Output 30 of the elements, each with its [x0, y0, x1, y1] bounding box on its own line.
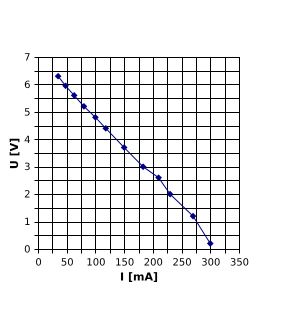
- y-tick-label: 7: [24, 52, 30, 64]
- point: [54, 72, 62, 80]
- x-tick-label: 50: [60, 258, 74, 268]
- y-tick-label: 5: [24, 107, 30, 118]
- x-tick-label: 100: [86, 258, 106, 268]
- point: [140, 163, 146, 170]
- y-tick-label: 0: [24, 244, 30, 256]
- point: [190, 212, 196, 220]
- x-tick-label: 250: [172, 258, 192, 268]
- x-tick-label: 300: [201, 258, 220, 268]
- x-tick-label: 200: [144, 258, 163, 268]
- x-axis-title: I [mA]: [120, 270, 158, 284]
- point: [92, 114, 99, 121]
- point: [102, 124, 110, 132]
- point: [120, 144, 128, 151]
- point: [80, 103, 88, 110]
- y-tick-label: 3: [24, 162, 30, 174]
- point: [155, 174, 162, 182]
- point: [206, 240, 214, 247]
- x-tick-label: 0: [35, 258, 42, 268]
- y-tick-label: 6: [24, 80, 30, 91]
- point: [166, 190, 174, 198]
- x-tick-label: 150: [115, 258, 134, 268]
- y-tick-label: 1: [24, 217, 30, 228]
- y-axis-title: U [V]: [8, 138, 22, 170]
- point: [70, 92, 78, 99]
- y-tick-label: 2: [24, 190, 30, 201]
- y-tick-label: 4: [24, 134, 30, 146]
- point: [62, 82, 69, 90]
- x-tick-label: 350: [230, 258, 250, 268]
